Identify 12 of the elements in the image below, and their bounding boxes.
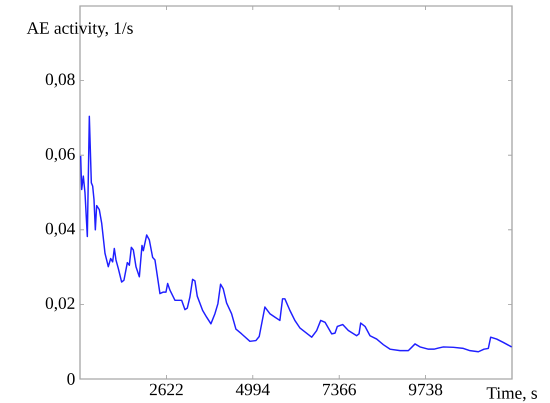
y-tick-label: 0 <box>67 373 75 385</box>
x-axis-title: Time, s <box>486 387 537 402</box>
x-tick-label: 4994 <box>236 384 270 396</box>
x-tick-label: 7366 <box>323 384 356 396</box>
y-tick-label: 0,08 <box>46 74 75 88</box>
y-tick-label: 0,06 <box>46 148 75 162</box>
x-tick-label: 9738 <box>408 384 442 396</box>
y-axis-title: AE activity, 1/s <box>26 22 133 38</box>
x-tick-label: 2622 <box>150 384 183 396</box>
y-tick-label: 0,04 <box>46 222 76 237</box>
line-series <box>80 116 512 352</box>
y-tick-label: 0,02 <box>46 297 74 312</box>
